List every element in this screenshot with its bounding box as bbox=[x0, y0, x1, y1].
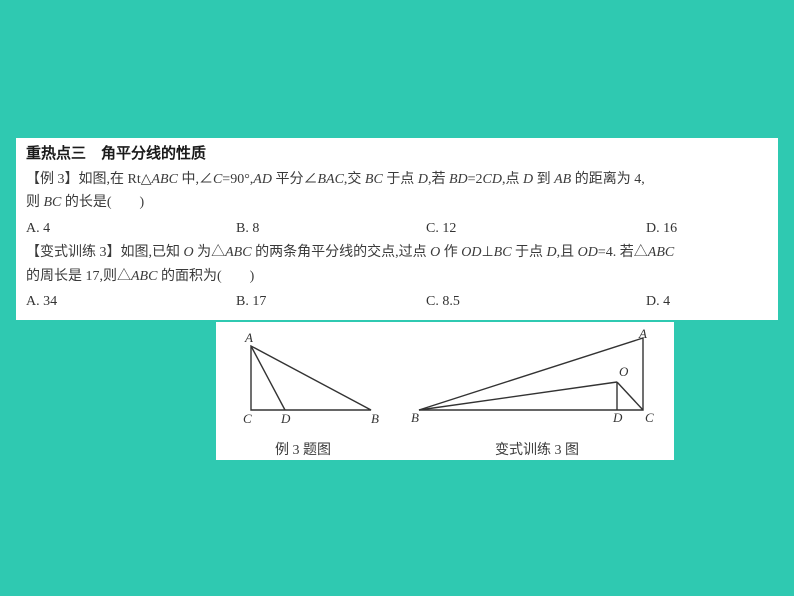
content-block: 重热点三 角平分线的性质 【例 3】如图,在 Rt△ABC 中,∠C=90°,A… bbox=[16, 138, 778, 320]
svg-text:A: A bbox=[638, 328, 647, 341]
t: 到 bbox=[533, 172, 554, 187]
variant-3-text: 【变式训练 3】如图,已知 O 为△ABC 的两条角平分线的交点,过点 O 作 … bbox=[26, 241, 768, 265]
t: 中,∠ bbox=[178, 172, 213, 187]
t: ,交 bbox=[344, 172, 365, 187]
bc: BC bbox=[365, 172, 383, 187]
t: ,且 bbox=[557, 245, 578, 260]
svg-text:C: C bbox=[243, 411, 252, 426]
variant-3-label: 【变式训练 3】 bbox=[26, 245, 121, 260]
t: 如图,已知 bbox=[121, 245, 184, 260]
t: 如图,在 Rt△ bbox=[79, 172, 152, 187]
t: ⊥ bbox=[481, 245, 493, 260]
t: 为△ bbox=[194, 245, 226, 260]
cd: CD bbox=[483, 172, 502, 187]
t: 作 bbox=[440, 245, 461, 260]
svg-text:D: D bbox=[280, 411, 291, 426]
t: 平分∠ bbox=[272, 172, 318, 187]
t: 于点 bbox=[383, 172, 418, 187]
bc: BC bbox=[494, 245, 512, 260]
abc3: ABC bbox=[131, 269, 157, 284]
triangle-2-icon: A B C D O bbox=[407, 328, 667, 428]
t: 则 bbox=[26, 195, 44, 210]
svg-text:B: B bbox=[411, 410, 419, 425]
choice-c: C. 12 bbox=[426, 217, 646, 241]
choice-c: C. 8.5 bbox=[426, 290, 646, 314]
figure-1: A C D B 例 3 题图 bbox=[223, 328, 383, 463]
choice-a: A. 34 bbox=[26, 290, 236, 314]
example-3-choices: A. 4 B. 8 C. 12 D. 16 bbox=[26, 217, 768, 241]
example-3-text: 【例 3】如图,在 Rt△ABC 中,∠C=90°,AD 平分∠BAC,交 BC… bbox=[26, 168, 768, 192]
bd: BD bbox=[449, 172, 468, 187]
t: =90°, bbox=[222, 172, 253, 187]
t: 的距离为 4, bbox=[571, 172, 645, 187]
figure-2: A B C D O 变式训练 3 图 bbox=[407, 328, 667, 463]
o2: O bbox=[430, 245, 440, 260]
abc: ABC bbox=[225, 245, 251, 260]
ad: AD bbox=[253, 172, 272, 187]
t: 的周长是 17,则△ bbox=[26, 269, 131, 284]
svg-text:B: B bbox=[371, 411, 379, 426]
t: =4. 若△ bbox=[598, 245, 648, 260]
choice-b: B. 17 bbox=[236, 290, 426, 314]
d2: D bbox=[523, 172, 533, 187]
svg-text:D: D bbox=[612, 410, 623, 425]
figures-row: A C D B 例 3 题图 A B C D O 变式训练 bbox=[216, 328, 674, 463]
d: D bbox=[418, 172, 428, 187]
t: =2 bbox=[468, 172, 483, 187]
example-3-label: 【例 3】 bbox=[26, 172, 79, 187]
d: D bbox=[547, 245, 557, 260]
svg-text:O: O bbox=[619, 364, 629, 379]
t: 的面积为( ) bbox=[157, 269, 254, 284]
svg-text:C: C bbox=[645, 410, 654, 425]
figure-2-caption: 变式训练 3 图 bbox=[407, 439, 667, 463]
bac: BAC bbox=[317, 172, 343, 187]
figure-1-caption: 例 3 题图 bbox=[223, 439, 383, 463]
t: 于点 bbox=[512, 245, 547, 260]
bc2: BC bbox=[44, 195, 62, 210]
section-heading: 重热点三 角平分线的性质 bbox=[26, 142, 768, 168]
abc2: ABC bbox=[648, 245, 674, 260]
triangle-1-icon: A C D B bbox=[223, 328, 383, 428]
c: C bbox=[213, 172, 222, 187]
t: ,点 bbox=[502, 172, 523, 187]
t: 的两条角平分线的交点,过点 bbox=[252, 245, 431, 260]
svg-text:A: A bbox=[244, 330, 253, 345]
figure-block: A C D B 例 3 题图 A B C D O 变式训练 bbox=[216, 322, 674, 460]
variant-3-text-2: 的周长是 17,则△ABC 的面积为( ) bbox=[26, 265, 768, 289]
t: 的长是( ) bbox=[61, 195, 144, 210]
abc: ABC bbox=[152, 172, 178, 187]
example-3-text-2: 则 BC 的长是( ) bbox=[26, 191, 768, 215]
variant-3-choices: A. 34 B. 17 C. 8.5 D. 4 bbox=[26, 290, 768, 314]
od: OD bbox=[461, 245, 481, 260]
choice-d: D. 16 bbox=[646, 217, 768, 241]
o: O bbox=[184, 245, 194, 260]
choice-b: B. 8 bbox=[236, 217, 426, 241]
choice-a: A. 4 bbox=[26, 217, 236, 241]
od2: OD bbox=[578, 245, 598, 260]
ab: AB bbox=[554, 172, 571, 187]
choice-d: D. 4 bbox=[646, 290, 768, 314]
t: ,若 bbox=[428, 172, 449, 187]
